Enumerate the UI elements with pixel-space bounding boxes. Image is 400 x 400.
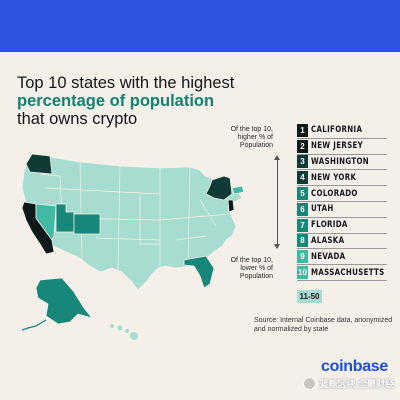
state-new-jersey: [227, 199, 235, 213]
state-utah: [55, 203, 75, 233]
legend-rest-badge: 11-50: [297, 290, 322, 303]
legend-state-name: NEW JERSEY: [311, 141, 364, 152]
legend-rank: 3: [297, 155, 308, 169]
legend-state-name: NEVADA: [311, 251, 346, 262]
legend-state-name: CALIFORNIA: [311, 125, 363, 136]
legend-row: 6 UTAH: [297, 202, 387, 218]
legend-row: 2 NEW JERSEY: [297, 139, 387, 155]
arrow-down-icon: [274, 244, 280, 249]
legend-row: 1 CALIFORNIA: [297, 123, 387, 139]
legend-state-name: WASHINGTON: [311, 156, 370, 167]
legend-rank: 2: [297, 139, 308, 153]
legend-rank: 9: [297, 250, 308, 264]
title-line-3: that owns crypto: [17, 110, 138, 128]
legend-state-name: FLORIDA: [311, 220, 348, 231]
legend-rank: 6: [297, 202, 308, 216]
legend-row: 5 COLORADO: [297, 186, 387, 202]
page-title: Top 10 states with the highest percentag…: [17, 74, 317, 128]
state-colorado: [73, 213, 101, 235]
legend-rank: 1: [297, 123, 308, 137]
state-alaska: [35, 277, 93, 325]
state-washington: [25, 153, 53, 175]
title-highlight: percentage of population: [17, 92, 215, 110]
state-nevada: [35, 203, 57, 241]
legend-state-name: ALASKA: [311, 235, 345, 246]
legend-row: 9 NEVADA: [297, 249, 387, 266]
higher-percent-note: Of the top 10, higher % of Population: [230, 126, 273, 149]
legend-rank: 5: [297, 187, 308, 201]
state-florida: [183, 255, 215, 289]
legend-rank: 4: [297, 171, 308, 185]
legend-rank: 7: [297, 218, 308, 232]
state-hawaii: [110, 324, 138, 340]
legend-rank: 8: [297, 234, 308, 248]
legend-row: 4 NEW YORK: [297, 170, 387, 187]
legend-row: 7 FLORIDA: [297, 218, 387, 234]
state-new-york: [205, 175, 233, 201]
watermark-text: 蓝鲸区块 全聚财经: [319, 379, 394, 389]
ranking-legend: 1 CALIFORNIA 2 NEW JERSEY 3 WASHINGTON 4 NEW YO…: [297, 123, 387, 281]
alaska-chain: [21, 319, 47, 331]
title-line-1: Top 10 states with the highest: [17, 74, 235, 92]
watermark: 蓝鲸区块 全聚财经: [303, 377, 394, 390]
legend-row: 8 ALASKA: [297, 234, 387, 250]
scale-axis-line: [277, 159, 278, 245]
legend-rank: 10: [297, 266, 308, 280]
header-band: [0, 0, 400, 52]
lower-percent-note: Of the top 10, lower % of Population: [230, 257, 273, 280]
legend-row: 3 WASHINGTON: [297, 155, 387, 171]
source-note: Source: Internal Coinbase data, anonymiz…: [254, 317, 393, 333]
coinbase-logo: coinbase: [321, 358, 388, 375]
legend-state-name: COLORADO: [311, 188, 358, 199]
legend-row: 10 MASSACHUSETTS: [297, 265, 387, 281]
legend-state-name: UTAH: [311, 204, 334, 215]
us-map: [21, 153, 245, 340]
watermark-icon: [303, 377, 317, 390]
legend-state-name: MASSACHUSETTS: [311, 267, 385, 278]
arrow-up-icon: [274, 155, 280, 160]
state-massachusetts: [231, 185, 245, 195]
legend-state-name: NEW YORK: [311, 172, 357, 183]
